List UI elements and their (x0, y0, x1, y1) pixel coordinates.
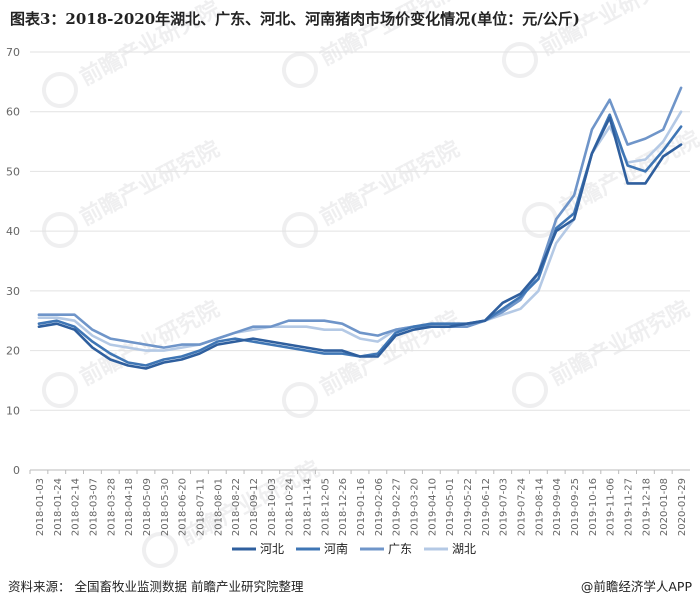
x-tick-label: 2019-08-14 (534, 478, 545, 536)
y-tick-label: 0 (13, 464, 20, 477)
watermark: 前瞻产业研究院 (42, 136, 224, 248)
legend-item: 湖北 (424, 541, 476, 556)
x-tick-label: 2018-11-14 (302, 478, 313, 536)
x-tick-label: 2019-10-16 (588, 478, 599, 536)
y-tick-label: 70 (6, 46, 20, 59)
x-tick-label: 2018-08-01 (213, 478, 224, 536)
x-tick-label: 2018-06-20 (178, 478, 189, 536)
y-tick-label: 40 (6, 225, 20, 238)
x-tick-label: 2019-09-04 (552, 478, 563, 536)
x-axis: 2018-01-03 2018-01-24 2018-02-14 2018-03-07… (29, 470, 688, 536)
x-tick-label: 2018-10-03 (267, 478, 278, 536)
y-tick-label: 60 (6, 106, 20, 119)
svg-text:前瞻产业研究院: 前瞻产业研究院 (76, 136, 224, 231)
x-tick-label: 2018-01-03 (35, 478, 46, 536)
x-tick-label: 2018-03-28 (106, 478, 117, 536)
svg-text:前瞻产业研究院: 前瞻产业研究院 (76, 0, 224, 91)
legend-item: 广东 (360, 542, 412, 556)
legend-item: 河南 (296, 541, 348, 556)
legend-label: 广东 (388, 542, 412, 556)
y-tick-label: 50 (6, 165, 20, 178)
x-tick-label: 2019-03-20 (410, 478, 421, 536)
x-tick-label: 2019-11-06 (606, 478, 617, 536)
footer-source: 资料来源： 全国畜牧业监测数据 前瞻产业研究院整理 (8, 579, 304, 594)
y-tick-label: 20 (6, 345, 20, 358)
x-tick-label: 2018-09-12 (249, 478, 260, 536)
x-tick-label: 2018-04-18 (124, 478, 135, 536)
watermark: 前瞻产业研究院 (512, 296, 694, 408)
x-tick-label: 2019-02-06 (374, 478, 385, 536)
watermark: 前瞻产业研究院 (42, 0, 224, 108)
x-tick-label: 2018-08-22 (231, 478, 242, 536)
svg-text:前瞻产业研究院: 前瞻产业研究院 (316, 0, 464, 71)
chart-title: 图表3：2018-2020年湖北、广东、河北、河南猪肉市场价变化情况(单位：元/… (10, 10, 580, 28)
series-line-河北 (37, 116, 683, 370)
x-tick-label: 2018-12-26 (338, 478, 349, 536)
x-tick-label: 2019-07-24 (517, 478, 528, 536)
x-tick-label: 2019-12-18 (641, 478, 652, 536)
grid-lines (30, 51, 690, 471)
x-tick-label: 2018-05-09 (142, 478, 153, 536)
x-tick-label: 2018-07-11 (195, 478, 206, 536)
watermark: 前瞻产业研究院 (502, 0, 684, 78)
legend-label: 河南 (324, 541, 348, 556)
x-tick-label: 2019-05-01 (445, 478, 456, 536)
legend: 河北 河南 广东 湖北 (232, 541, 476, 556)
legend-label: 河北 (260, 542, 284, 556)
series-line-广东 (37, 86, 683, 349)
x-tick-label: 2019-02-27 (392, 478, 403, 536)
watermark: 前瞻产业研究院 (522, 126, 700, 238)
x-tick-label: 2018-05-30 (160, 478, 171, 536)
x-tick-label: 2018-10-24 (285, 478, 296, 536)
x-tick-label: 2020-01-08 (659, 478, 670, 536)
x-tick-label: 2018-01-24 (53, 478, 64, 536)
x-tick-label: 2019-06-12 (481, 478, 492, 536)
legend-item: 河北 (232, 542, 284, 556)
y-tick-label: 30 (6, 285, 20, 298)
x-tick-label: 2019-11-27 (624, 478, 635, 536)
x-tick-label: 2020-01-29 (677, 478, 688, 536)
svg-text:前瞻产业研究院: 前瞻产业研究院 (316, 136, 464, 231)
x-tick-label: 2019-01-16 (356, 478, 367, 536)
y-axis: 0 10 20 30 40 50 60 70 (6, 46, 20, 477)
x-tick-label: 2018-03-07 (88, 478, 99, 536)
watermark: 前瞻产业研究院 (282, 0, 464, 88)
series-lines (37, 86, 683, 370)
footer-brand: @前瞻经济学人APP (580, 579, 692, 594)
x-tick-label: 2019-04-10 (427, 478, 438, 536)
svg-text:前瞻产业研究院: 前瞻产业研究院 (546, 296, 694, 391)
legend-label: 湖北 (452, 541, 476, 556)
x-tick-label: 2018-02-14 (71, 478, 82, 536)
y-tick-label: 10 (6, 404, 20, 417)
watermark: 前瞻产业研究院 (282, 136, 464, 248)
x-tick-label: 2019-09-25 (570, 478, 581, 536)
x-tick-label: 2018-12-05 (320, 478, 331, 536)
x-tick-label: 2019-05-22 (463, 478, 474, 536)
x-tick-label: 2019-07-03 (499, 478, 510, 536)
